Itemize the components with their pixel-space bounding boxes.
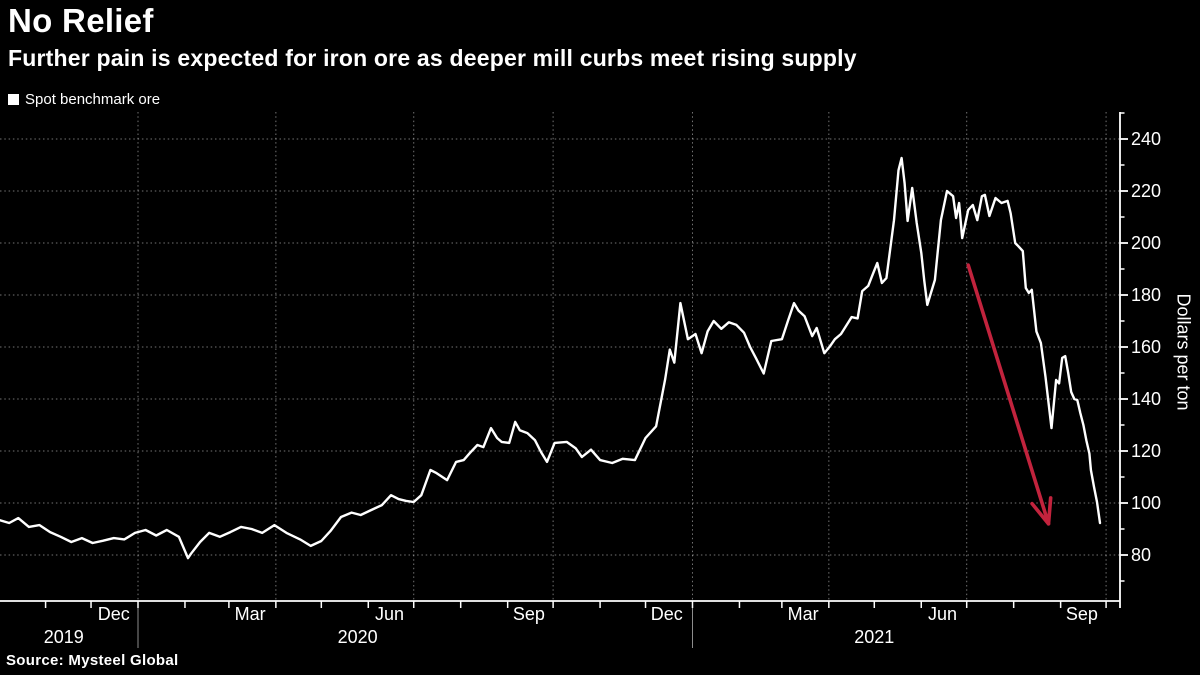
x-month-label: Mar xyxy=(787,604,819,624)
y-tick-label: 100 xyxy=(1131,493,1162,513)
down-arrowhead-icon xyxy=(1030,496,1053,526)
page-title: No Relief xyxy=(8,2,154,39)
y-axis-title: Dollars per ton xyxy=(1173,293,1194,411)
y-tick-label: 140 xyxy=(1131,389,1162,409)
y-tick-label: 180 xyxy=(1131,285,1162,305)
y-tick-label: 120 xyxy=(1131,441,1162,461)
down-arrow-annotation xyxy=(966,263,1051,526)
legend-label: Spot benchmark ore xyxy=(25,91,161,108)
x-month-label: Sep xyxy=(512,604,545,624)
chart-subtitle: Further pain is expected for iron ore as… xyxy=(8,45,857,71)
source-credit: Source: Mysteel Global xyxy=(6,652,179,669)
y-tick-label: 80 xyxy=(1131,545,1152,565)
x-month-label: Jun xyxy=(927,604,957,624)
x-month-label: Dec xyxy=(97,604,130,624)
x-month-label: Dec xyxy=(650,604,683,624)
x-month-label: Sep xyxy=(1065,604,1098,624)
x-month-label: Mar xyxy=(234,604,266,624)
y-tick-label: 220 xyxy=(1131,181,1162,201)
y-tick-label: 160 xyxy=(1131,337,1162,357)
x-year-label: 2019 xyxy=(43,627,84,647)
x-year-label: 2020 xyxy=(337,627,378,647)
y-tick-label: 240 xyxy=(1131,129,1162,149)
legend: Spot benchmark ore xyxy=(8,91,160,108)
y-tick-label: 200 xyxy=(1131,233,1162,253)
legend-square-marker-icon xyxy=(8,94,19,105)
x-year-label: 2021 xyxy=(854,627,895,647)
x-month-label: Jun xyxy=(374,604,404,624)
